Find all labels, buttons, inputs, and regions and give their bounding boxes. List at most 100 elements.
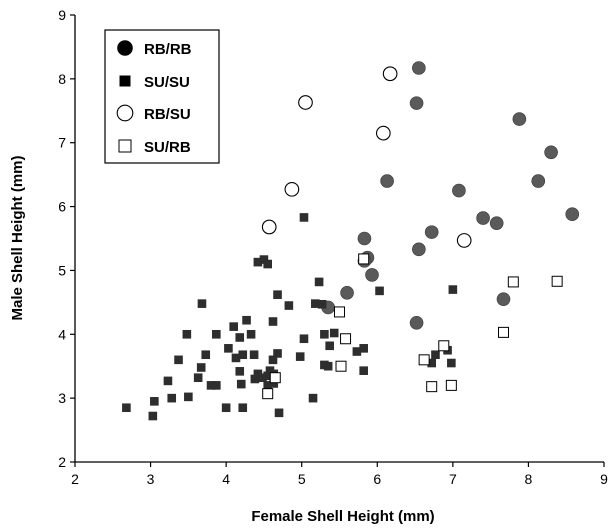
data-point-su-rb <box>497 326 509 338</box>
data-point-su-su <box>242 315 251 325</box>
data-points <box>122 61 580 421</box>
data-point-su-su <box>163 376 173 386</box>
data-point-su-su <box>212 381 221 390</box>
data-point-su-su <box>221 403 231 413</box>
data-point-rb-su <box>382 66 398 82</box>
legend-label-su-su: SU/SU <box>144 74 190 91</box>
data-point-su-su <box>284 301 294 310</box>
data-point-su-su <box>206 381 216 390</box>
data-point-su-su <box>249 350 259 360</box>
data-point-su-su <box>253 257 263 267</box>
data-point-su-su <box>325 341 334 351</box>
data-point-rb-rb <box>476 211 490 225</box>
data-point-rb-rb <box>424 225 439 239</box>
data-point-rb-rb <box>452 183 466 198</box>
data-point-su-su <box>238 403 248 413</box>
data-point-su-su <box>447 358 456 368</box>
data-point-su-rb <box>418 354 430 366</box>
data-point-su-rb <box>358 253 370 265</box>
data-point-su-su <box>174 355 183 365</box>
y-tick-label: 9 <box>58 7 66 23</box>
data-point-su-su <box>246 329 256 339</box>
data-point-su-su <box>273 349 282 358</box>
data-point-su-su <box>359 344 368 353</box>
data-point-su-su <box>250 374 260 384</box>
data-point-su-su <box>317 299 327 309</box>
data-point-rb-rb <box>340 285 354 300</box>
data-point-rb-su <box>284 181 300 197</box>
data-point-rb-rb <box>357 231 372 246</box>
data-point-su-rb <box>426 381 438 393</box>
y-tick-label: 8 <box>58 71 66 87</box>
data-point-su-su <box>323 361 333 371</box>
legend-marker-su-rb <box>118 139 132 153</box>
data-point-su-rb <box>438 340 450 352</box>
data-point-su-su <box>268 317 278 326</box>
data-point-su-su <box>196 363 206 372</box>
data-point-rb-su <box>261 219 277 235</box>
data-point-su-rb <box>445 379 457 391</box>
legend-label-su-rb: SU/RB <box>144 139 191 156</box>
data-point-su-rb <box>551 275 563 287</box>
x-tick-label: 5 <box>298 471 306 487</box>
data-point-rb-rb <box>412 242 426 257</box>
data-point-rb-rb <box>512 112 527 126</box>
data-point-su-rb <box>507 276 519 288</box>
data-point-su-su <box>212 329 221 339</box>
data-point-su-su <box>320 329 329 339</box>
data-point-su-su <box>258 373 267 383</box>
data-point-su-su <box>263 371 273 381</box>
data-point-su-su <box>299 213 309 222</box>
x-tick-label: 4 <box>222 471 230 487</box>
data-point-rb-rb <box>412 61 426 75</box>
data-point-su-su <box>231 353 241 363</box>
data-point-su-su <box>182 329 192 339</box>
data-point-rb-rb <box>409 315 424 330</box>
data-point-su-su <box>274 408 284 418</box>
x-tick-label: 6 <box>373 471 381 487</box>
tick-marks <box>70 14 605 467</box>
data-point-su-su <box>273 290 282 299</box>
data-point-su-su <box>259 255 269 264</box>
data-point-su-su <box>235 367 245 376</box>
x-tick-label: 8 <box>525 471 533 487</box>
y-axis-title: Male Shell Height (mm) <box>9 155 26 320</box>
y-tick-label: 7 <box>58 135 66 151</box>
legend: RB/RB SU/SU RB/SU SU/RB <box>104 29 220 164</box>
x-axis-title: Female Shell Height (mm) <box>251 508 434 525</box>
y-tick-label: 5 <box>58 262 66 278</box>
data-point-su-su <box>295 352 305 361</box>
data-point-rb-rb <box>531 174 546 188</box>
data-point-su-su <box>427 358 436 368</box>
y-tick-label: 3 <box>58 390 66 406</box>
legend-markers <box>116 40 134 153</box>
data-point-su-su <box>268 355 278 365</box>
data-point-su-su <box>329 328 339 338</box>
axes <box>74 15 604 463</box>
data-point-su-su <box>148 411 158 421</box>
legend-marker-rb-su <box>116 104 134 122</box>
data-point-su-su <box>238 350 248 360</box>
data-point-su-su <box>269 379 279 388</box>
y-tick-label: 4 <box>58 326 66 342</box>
x-tick-label: 9 <box>600 471 608 487</box>
data-point-rb-rb <box>380 174 394 188</box>
data-point-rb-rb <box>409 96 424 110</box>
data-point-su-su <box>167 393 177 403</box>
data-point-su-su <box>236 379 246 389</box>
data-point-su-su <box>311 299 320 308</box>
data-point-su-su <box>235 333 245 342</box>
data-point-su-su <box>359 366 368 375</box>
data-point-su-su <box>197 299 207 308</box>
data-point-su-su <box>253 369 263 379</box>
data-point-su-su <box>224 344 233 353</box>
data-point-su-su <box>193 373 203 383</box>
data-point-rb-su <box>298 95 313 110</box>
data-point-su-su <box>184 392 193 402</box>
data-point-su-rb <box>334 306 345 318</box>
data-point-su-rb <box>262 388 274 400</box>
data-point-su-su <box>308 393 318 403</box>
data-point-su-rb <box>269 372 281 384</box>
data-point-su-su <box>263 381 273 390</box>
